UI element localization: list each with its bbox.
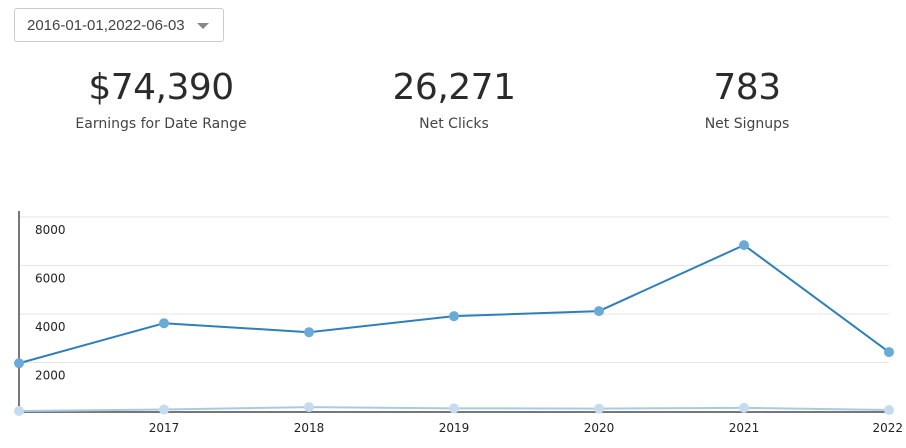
date-range-value: 2016-01-01,2022-06-03 bbox=[27, 16, 185, 34]
x-tick-label: 2022 bbox=[872, 421, 903, 435]
data-point bbox=[14, 406, 24, 416]
earnings-label: Earnings for Date Range bbox=[75, 116, 247, 132]
data-point bbox=[884, 405, 894, 416]
series-line bbox=[18, 243, 890, 365]
x-tick-label: 2021 bbox=[729, 421, 760, 435]
net-clicks-value: 26,271 bbox=[392, 67, 516, 108]
stat-earnings: $74,390 Earnings for Date Range bbox=[31, 64, 291, 132]
x-tick-label: 2019 bbox=[439, 421, 470, 435]
x-tick-label: 2020 bbox=[584, 421, 615, 435]
net-signups-label: Net Signups bbox=[704, 116, 790, 132]
data-point bbox=[594, 306, 604, 317]
data-point bbox=[304, 402, 314, 413]
data-point bbox=[884, 347, 894, 358]
y-tick-label: 6000 bbox=[35, 272, 66, 286]
y-tick-label: 8000 bbox=[35, 223, 66, 237]
stat-net-signups: 783 Net Signups bbox=[617, 64, 877, 132]
data-point bbox=[449, 311, 459, 322]
data-point bbox=[449, 403, 459, 414]
data-point bbox=[304, 327, 314, 338]
net-clicks-label: Net Clicks bbox=[419, 116, 489, 132]
x-tick-label: 2018 bbox=[294, 421, 325, 435]
earnings-value: $74,390 bbox=[88, 67, 234, 108]
net-signups-value: 783 bbox=[713, 67, 781, 108]
date-range-select[interactable]: 2016-01-01,2022-06-03 bbox=[14, 8, 224, 42]
x-tick-label: 2017 bbox=[149, 421, 180, 435]
data-point bbox=[159, 404, 169, 415]
caret-down-icon bbox=[197, 23, 209, 29]
y-tick-label: 4000 bbox=[35, 320, 66, 334]
stat-net-clicks: 26,271 Net Clicks bbox=[324, 64, 584, 132]
data-point bbox=[14, 358, 24, 369]
data-point bbox=[739, 240, 749, 251]
y-tick-label: 2000 bbox=[35, 369, 66, 383]
data-point bbox=[594, 403, 604, 414]
data-point bbox=[739, 402, 749, 413]
data-point bbox=[159, 318, 169, 329]
